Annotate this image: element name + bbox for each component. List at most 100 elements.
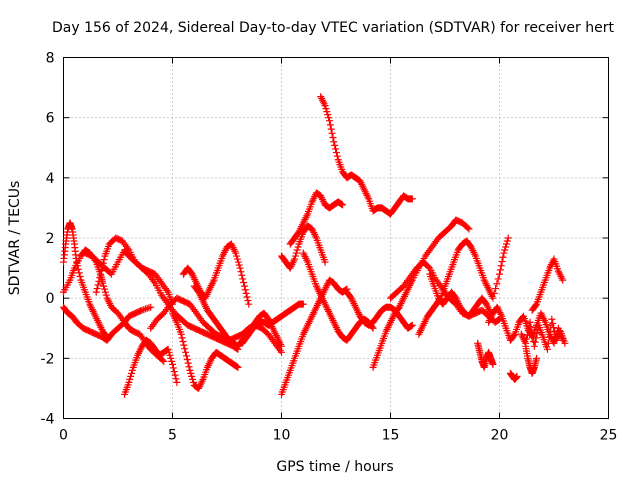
series-track-13	[278, 222, 329, 272]
data-point	[101, 288, 109, 296]
series-track-8	[169, 309, 242, 392]
data-point	[99, 279, 107, 287]
x-axis: 0 5 10 15 20 25	[59, 57, 618, 444]
data-point	[185, 363, 193, 371]
data-point	[233, 252, 241, 260]
data-point	[497, 262, 505, 270]
data-point	[100, 285, 108, 293]
series-track-3	[60, 219, 111, 341]
data-point	[234, 363, 242, 371]
data-point	[166, 351, 174, 359]
data-point	[236, 264, 244, 272]
data-point	[292, 249, 300, 257]
data-point	[532, 334, 540, 342]
y-tick-label: -4	[41, 412, 55, 428]
data-point	[102, 291, 110, 299]
data-point	[126, 375, 134, 383]
data-point	[299, 300, 307, 308]
data-point	[181, 345, 189, 353]
data-point	[549, 319, 557, 327]
data-point	[169, 364, 177, 372]
data-point	[546, 327, 554, 335]
series-track-16	[317, 93, 416, 218]
data-point	[100, 256, 108, 264]
x-tick-label: 20	[491, 428, 509, 444]
data-point	[325, 114, 333, 122]
data-point	[168, 357, 176, 365]
data-point	[493, 280, 501, 288]
data-point	[182, 348, 190, 356]
data-point	[408, 321, 416, 329]
data-point	[125, 378, 133, 386]
data-point	[143, 304, 151, 312]
data-point	[184, 359, 192, 367]
data-point	[329, 134, 337, 142]
data-point	[145, 304, 153, 312]
data-point	[322, 105, 330, 113]
data-point	[238, 271, 246, 279]
data-point	[294, 243, 302, 251]
data-point	[240, 279, 248, 287]
data-point	[326, 121, 334, 129]
data-point	[496, 270, 503, 278]
data-point	[92, 288, 100, 296]
data-point	[147, 303, 155, 311]
data-point	[96, 274, 104, 282]
data-point	[495, 316, 503, 324]
data-point	[180, 341, 188, 349]
data-point	[332, 149, 340, 157]
data-point	[523, 335, 531, 343]
data-point	[331, 141, 339, 149]
data-point	[502, 240, 510, 248]
data-point	[169, 360, 176, 368]
x-tick-label: 10	[273, 428, 291, 444]
data-point	[407, 322, 415, 330]
data-point	[237, 268, 245, 276]
data-point	[239, 275, 247, 283]
data-point	[526, 318, 534, 326]
x-axis-label: GPS time / hours	[276, 459, 393, 475]
data-point	[489, 360, 497, 368]
series-track-19	[387, 258, 503, 326]
y-axis: -4 -2 0 2 4 6 8	[41, 51, 609, 428]
data-point	[94, 281, 102, 289]
data-point	[524, 327, 532, 335]
series-track-17	[343, 288, 416, 332]
data-point	[496, 266, 504, 274]
data-point	[504, 234, 512, 242]
series-track-18	[369, 216, 473, 371]
data-point	[128, 369, 136, 377]
y-tick-label: 2	[46, 231, 55, 247]
data-point	[325, 117, 333, 125]
data-point	[187, 369, 195, 377]
series-track-22	[474, 339, 497, 371]
series-track-11	[238, 300, 307, 347]
data-point	[186, 366, 194, 374]
data-point	[327, 125, 335, 133]
data-point	[321, 102, 329, 110]
series-track-24	[506, 369, 521, 383]
data-point	[510, 331, 518, 339]
x-tick-label: 15	[382, 428, 400, 444]
data-point	[179, 337, 187, 345]
data-point	[165, 348, 173, 356]
data-point	[550, 328, 558, 336]
data-point	[545, 333, 553, 341]
data-point	[235, 261, 243, 269]
data-point	[233, 255, 241, 263]
data-point	[528, 328, 536, 336]
data-point	[164, 345, 172, 353]
y-tick-label: 8	[46, 51, 55, 67]
data-point	[74, 265, 82, 273]
data-point	[98, 263, 106, 271]
data-point	[489, 294, 497, 302]
x-tick-label: 25	[600, 428, 618, 444]
data-point	[333, 152, 341, 160]
data-point	[102, 332, 110, 340]
data-point	[242, 289, 250, 297]
data-point	[178, 334, 186, 342]
data-point	[369, 324, 377, 332]
data-point	[182, 352, 190, 360]
y-tick-label: 0	[46, 291, 55, 307]
